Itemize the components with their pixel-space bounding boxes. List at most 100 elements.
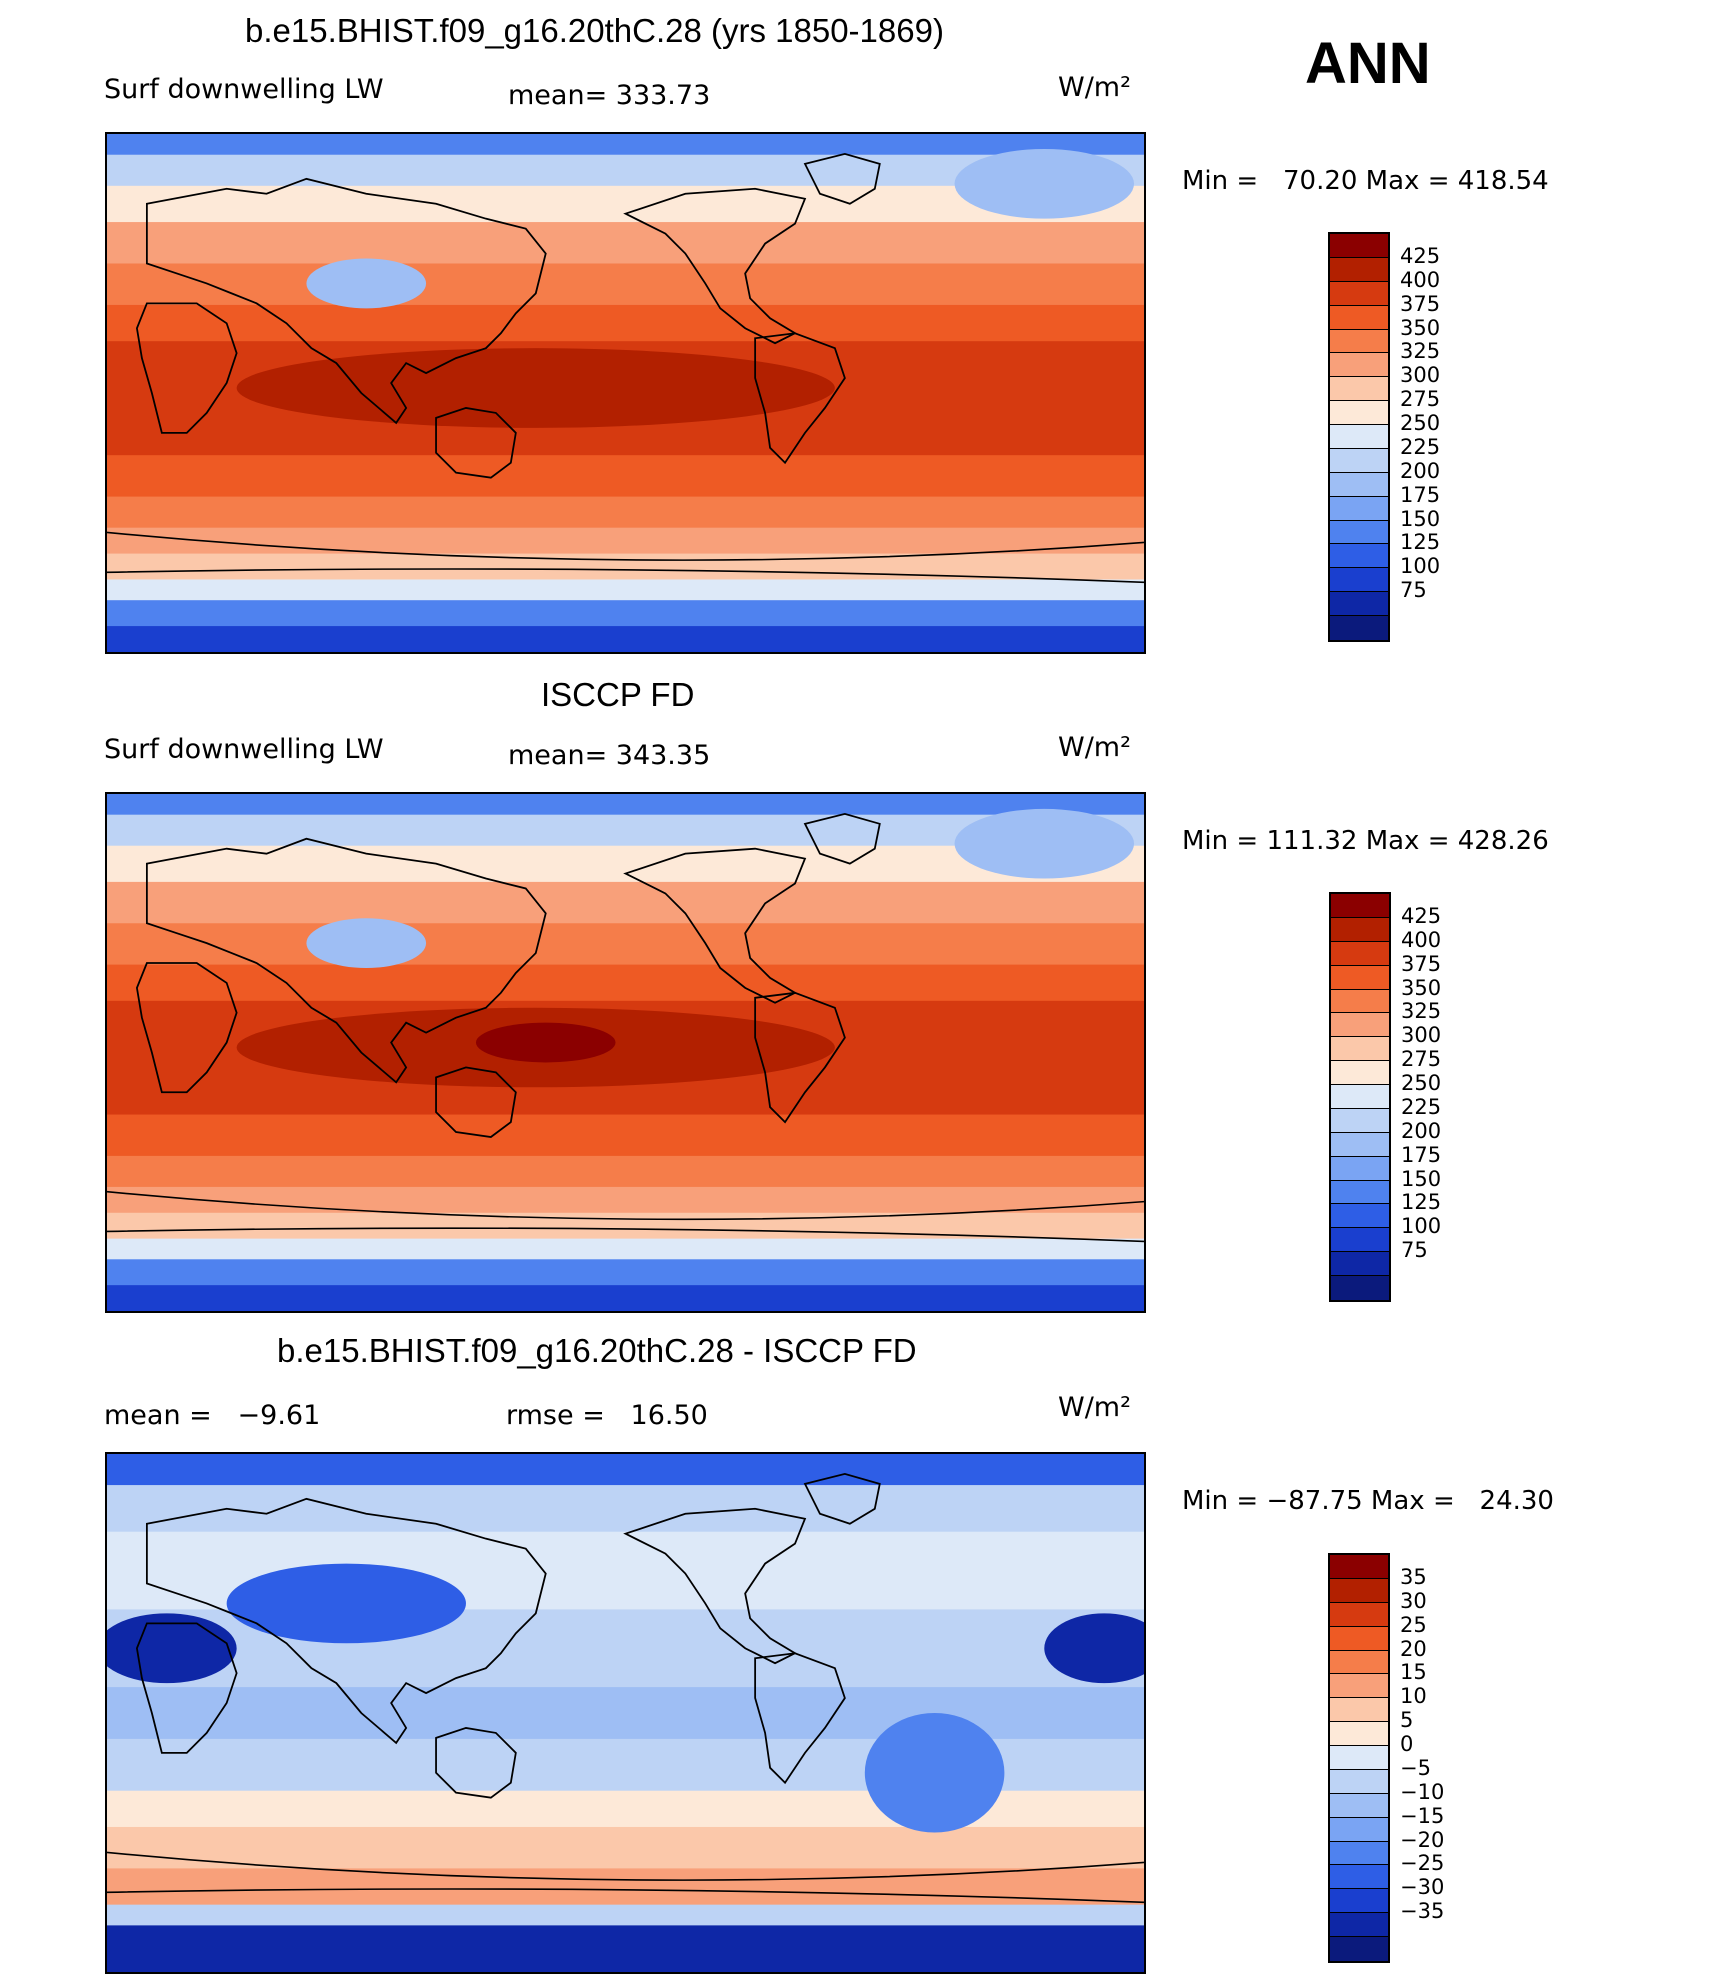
colorbar-swatch	[1330, 544, 1388, 569]
colorbar-tick-label: 275	[1400, 387, 1441, 412]
map-band	[107, 1485, 1144, 1533]
colorbar-tick-label: 5	[1400, 1708, 1414, 1733]
panel-1-map	[105, 132, 1146, 654]
colorbar-tick-label: 75	[1401, 1238, 1428, 1263]
colorbar-tick-label: 30	[1400, 1588, 1427, 1613]
map-band	[1044, 1613, 1144, 1684]
colorbar-swatch	[1330, 377, 1388, 402]
colorbar-swatch	[1330, 1937, 1388, 1961]
panel-3-map	[105, 1452, 1146, 1974]
colorbar-swatch	[1331, 1108, 1389, 1133]
colorbar-swatch	[1330, 1602, 1388, 1627]
colorbar-tick-label: 150	[1400, 506, 1441, 531]
panel-2-title: ISCCP FD	[541, 676, 695, 713]
colorbar-swatch	[1330, 568, 1388, 593]
colorbar-swatch	[1330, 1841, 1388, 1866]
colorbar-swatch	[1331, 941, 1389, 966]
colorbar-tick-label: 250	[1400, 411, 1441, 436]
map-band	[107, 1868, 1144, 1906]
panel-2-map	[105, 792, 1146, 1313]
colorbar-swatch	[1330, 1555, 1388, 1579]
colorbar-swatch	[1330, 1865, 1388, 1890]
colorbar-swatch	[1331, 917, 1389, 942]
map-band	[107, 1925, 1144, 1972]
map-band	[107, 496, 1144, 529]
panel-1-minmax: Min = 70.20 Max = 418.54	[1182, 166, 1549, 196]
panel-1-colorbar	[1328, 232, 1390, 642]
colorbar-swatch	[1331, 1204, 1389, 1229]
colorbar-swatch	[1330, 616, 1388, 640]
colorbar-swatch	[1330, 425, 1388, 449]
map-band	[107, 1114, 1144, 1157]
coastline	[803, 152, 881, 205]
coastline	[135, 302, 238, 434]
map-band	[107, 923, 1144, 966]
colorbar-swatch	[1330, 496, 1388, 521]
map-band	[107, 222, 1144, 265]
colorbar-tick-label: 300	[1401, 1023, 1442, 1048]
map-band	[107, 1687, 1144, 1740]
map-band	[107, 304, 1144, 343]
map-band	[864, 1713, 1005, 1833]
colorbar-swatch	[1330, 1698, 1388, 1723]
colorbar-tick-label: −10	[1400, 1779, 1445, 1804]
colorbar-swatch	[1330, 1650, 1388, 1675]
colorbar-swatch	[1330, 1746, 1388, 1770]
colorbar-tick-label: 75	[1400, 578, 1427, 603]
colorbar-tick-label: 200	[1400, 458, 1441, 483]
panel-1-variable-label: Surf downwelling LW	[104, 74, 384, 105]
colorbar-tick-label: 225	[1400, 434, 1441, 459]
colorbar-tick-label: 25	[1400, 1612, 1427, 1637]
coastline	[803, 812, 881, 865]
colorbar-tick-label: 10	[1400, 1684, 1427, 1709]
panel-3-units: W/m²	[1058, 1392, 1131, 1423]
coastline	[623, 187, 807, 345]
colorbar-swatch	[1331, 1061, 1389, 1085]
colorbar-swatch	[1330, 305, 1388, 330]
colorbar-tick-label: 100	[1401, 1214, 1442, 1239]
colorbar-tick-label: 0	[1400, 1732, 1414, 1757]
colorbar-tick-label: 375	[1400, 291, 1441, 316]
colorbar-swatch	[1331, 1132, 1389, 1157]
colorbar-swatch	[1331, 1228, 1389, 1253]
map-band	[107, 626, 1144, 652]
colorbar-swatch	[1331, 1037, 1389, 1062]
map-field	[107, 134, 1144, 652]
coastline	[754, 332, 846, 465]
colorbar-swatch	[1330, 329, 1388, 354]
map-band	[107, 1186, 1144, 1214]
colorbar-tick-label: 400	[1401, 927, 1442, 952]
panel-2-mean-label: mean= 343.35	[508, 740, 711, 771]
colorbar-swatch	[1331, 1013, 1389, 1038]
colorbar-tick-label: 20	[1400, 1636, 1427, 1661]
map-band	[107, 263, 1144, 306]
colorbar-tick-label: 425	[1400, 243, 1441, 268]
panel-1-units: W/m²	[1058, 72, 1131, 103]
map-band	[306, 918, 427, 968]
colorbar-tick-label: 175	[1400, 482, 1441, 507]
colorbar-tick-label: −5	[1400, 1755, 1431, 1780]
colorbar-swatch	[1331, 965, 1389, 990]
map-band	[306, 258, 427, 309]
colorbar-tick-label: −25	[1400, 1851, 1445, 1876]
colorbar-swatch	[1330, 448, 1388, 473]
colorbar-swatch	[1330, 1889, 1388, 1914]
colorbar-tick-label: −15	[1400, 1803, 1445, 1828]
colorbar-tick-label: 175	[1401, 1142, 1442, 1167]
panel-3-minmax: Min = −87.75 Max = 24.30	[1182, 1486, 1554, 1516]
map-band	[107, 881, 1144, 925]
map-band	[475, 1022, 616, 1063]
panel-2-units: W/m²	[1058, 732, 1131, 763]
colorbar-swatch	[1330, 1626, 1388, 1651]
map-band	[107, 1155, 1144, 1188]
map-band	[107, 600, 1144, 628]
coastline	[145, 177, 547, 425]
map-band	[107, 794, 1144, 816]
colorbar-tick-label: −35	[1400, 1899, 1445, 1924]
coastline	[145, 837, 547, 1084]
map-band	[107, 1259, 1144, 1287]
map-band	[107, 1454, 1144, 1487]
season-label: ANN	[1305, 31, 1431, 96]
map-band	[107, 527, 1144, 555]
map-band	[107, 964, 1144, 1002]
